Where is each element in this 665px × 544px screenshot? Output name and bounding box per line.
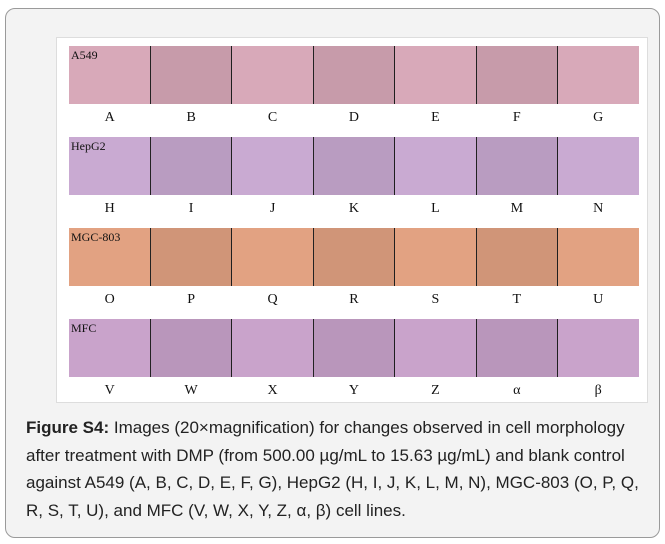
panel-label: V bbox=[69, 383, 150, 399]
cell-image bbox=[151, 319, 233, 377]
cell-image bbox=[232, 137, 314, 195]
image-row: MFC bbox=[69, 319, 639, 377]
cell-image bbox=[395, 46, 477, 104]
cell-image bbox=[395, 228, 477, 286]
panel-label: Q bbox=[232, 292, 313, 308]
panel-label: P bbox=[150, 292, 231, 308]
panel-label: N bbox=[558, 201, 639, 217]
image-row: MGC-803 bbox=[69, 228, 639, 286]
cell-image bbox=[232, 319, 314, 377]
panel-label: F bbox=[476, 110, 557, 126]
cell-image bbox=[558, 228, 639, 286]
panel-label: C bbox=[232, 110, 313, 126]
caption-label: Figure S4: bbox=[26, 418, 109, 437]
panel-label: T bbox=[476, 292, 557, 308]
panel-label: X bbox=[232, 383, 313, 399]
panel-label: Z bbox=[395, 383, 476, 399]
cell-image bbox=[232, 228, 314, 286]
caption-text: Images (20×magnification) for changes ob… bbox=[26, 418, 639, 520]
panel-label: K bbox=[313, 201, 394, 217]
cell-image bbox=[477, 228, 559, 286]
cell-image bbox=[232, 46, 314, 104]
cell-image bbox=[395, 319, 477, 377]
panel-label: L bbox=[395, 201, 476, 217]
panel-label: U bbox=[558, 292, 639, 308]
cell-image bbox=[151, 46, 233, 104]
page: A549ABCDEFGHepG2HIJKLMNMGC-803OPQRSTUMFC… bbox=[0, 0, 665, 544]
panel-label: S bbox=[395, 292, 476, 308]
image-row: HepG2 bbox=[69, 137, 639, 195]
cell-image: MGC-803 bbox=[69, 228, 151, 286]
cell-image bbox=[477, 46, 559, 104]
panel-label: α bbox=[476, 383, 557, 399]
cell-image bbox=[558, 137, 639, 195]
cell-image: A549 bbox=[69, 46, 151, 104]
panel-label: O bbox=[69, 292, 150, 308]
image-row: A549 bbox=[69, 46, 639, 104]
cell-line-name: A549 bbox=[71, 48, 98, 63]
panel-label: W bbox=[150, 383, 231, 399]
figure-caption: Figure S4: Images (20×magnification) for… bbox=[26, 414, 656, 524]
cell-image bbox=[477, 137, 559, 195]
panel-label: D bbox=[313, 110, 394, 126]
panel-label: G bbox=[558, 110, 639, 126]
cell-line-name: MGC-803 bbox=[71, 230, 120, 245]
cell-image bbox=[395, 137, 477, 195]
panel-label: I bbox=[150, 201, 231, 217]
cell-image bbox=[151, 228, 233, 286]
cell-image bbox=[314, 319, 396, 377]
panel-label: H bbox=[69, 201, 150, 217]
cell-line-name: HepG2 bbox=[71, 139, 106, 154]
cell-line-name: MFC bbox=[71, 321, 96, 336]
cell-image bbox=[558, 46, 639, 104]
cell-image bbox=[314, 228, 396, 286]
cell-image bbox=[558, 319, 639, 377]
panel-label: β bbox=[558, 383, 639, 399]
cell-image: MFC bbox=[69, 319, 151, 377]
cell-image bbox=[314, 46, 396, 104]
panel-label: E bbox=[395, 110, 476, 126]
panel-label: Y bbox=[313, 383, 394, 399]
panel-label: B bbox=[150, 110, 231, 126]
cell-image bbox=[151, 137, 233, 195]
panel-label: J bbox=[232, 201, 313, 217]
panel-label: A bbox=[69, 110, 150, 126]
cell-image bbox=[314, 137, 396, 195]
cell-image bbox=[477, 319, 559, 377]
cell-image: HepG2 bbox=[69, 137, 151, 195]
panel-label: M bbox=[476, 201, 557, 217]
panel-label: R bbox=[313, 292, 394, 308]
